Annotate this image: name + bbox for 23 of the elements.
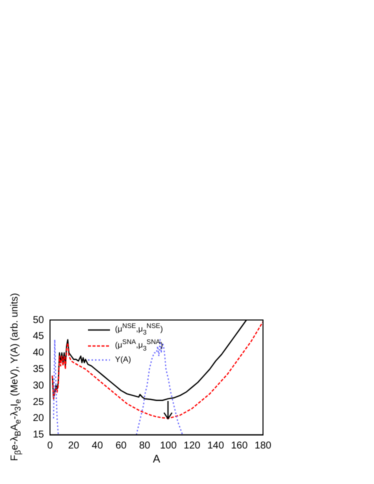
x-tick-label: 80 <box>139 440 151 452</box>
y-tick-label: 25 <box>32 396 44 408</box>
x-tick-label: 160 <box>230 440 248 452</box>
y-tick-label: 35 <box>32 364 44 375</box>
x-tick-label: 140 <box>207 440 224 452</box>
legend-label: (μ$^{SNA}$,μ$_{3}$$^{SNA}$) <box>115 338 163 354</box>
y-tick-label: 45 <box>32 331 44 342</box>
x-axis-title: A <box>152 453 161 466</box>
y-tick-label: 15 <box>32 430 44 441</box>
x-tick-label: 40 <box>92 440 104 452</box>
x-tick-label: 100 <box>160 440 178 452</box>
x-tick-label: 120 <box>184 440 201 452</box>
x-tick-label: 0 <box>47 440 54 452</box>
legend-label: (μ$^{NSE}$,μ$_{3}$$^{NSE}$) <box>115 322 163 338</box>
y-tick-label: 20 <box>32 413 44 424</box>
legend-label: Y(A) <box>115 354 131 364</box>
x-tick-label: 180 <box>254 440 272 452</box>
y-tick-label: 40 <box>32 348 44 359</box>
y-tick-label: 30 <box>32 380 44 392</box>
y-tick-label: 50 <box>32 314 44 326</box>
x-tick-label: 20 <box>68 440 80 452</box>
x-tick-label: 60 <box>115 440 127 452</box>
line-series <box>52 321 263 419</box>
